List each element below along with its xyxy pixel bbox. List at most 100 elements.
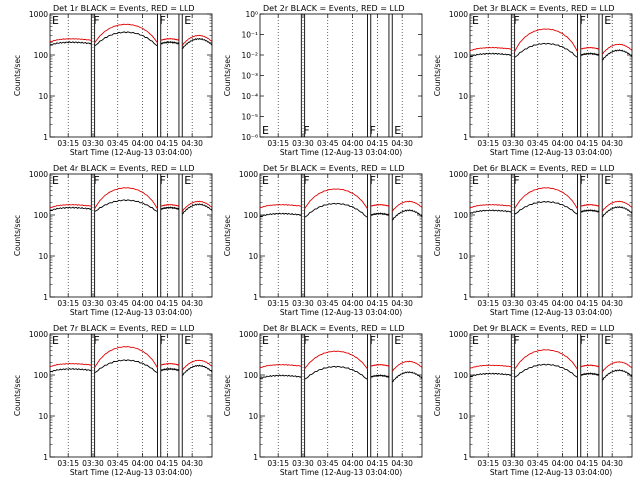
y-tick-label: 1 xyxy=(43,453,48,462)
marker-label-e: E xyxy=(262,124,269,137)
lld-series-line xyxy=(580,46,600,50)
events-series-line xyxy=(392,371,423,383)
x-tick-label: 04:00 xyxy=(132,459,154,468)
y-tick-label: 1 xyxy=(463,453,468,462)
events-series-line xyxy=(94,359,158,374)
y-tick-label: 10⁰ xyxy=(245,10,258,19)
y-tick-label: 1000 xyxy=(449,330,468,339)
marker-label-f: F xyxy=(369,334,375,347)
marker-label-e: E xyxy=(472,14,479,27)
x-tick-label: 04:30 xyxy=(601,139,623,148)
x-tick-label: 03:15 xyxy=(57,299,79,308)
y-tick-label: 100 xyxy=(34,211,49,220)
events-series-line xyxy=(392,209,423,221)
marker-label-e: E xyxy=(604,14,611,27)
y-tick-label: 100 xyxy=(454,371,469,380)
marker-label-f: F xyxy=(579,14,585,27)
marker-label-e: E xyxy=(472,334,479,347)
x-tick-label: 03:45 xyxy=(317,299,339,308)
y-tick-label: 1 xyxy=(43,133,48,142)
x-tick-label: 04:15 xyxy=(367,299,389,308)
marker-label-e: E xyxy=(184,14,191,27)
y-tick-label: 100 xyxy=(454,51,469,60)
x-tick-label: 04:15 xyxy=(577,139,599,148)
y-tick-label: 1000 xyxy=(239,330,258,339)
y-tick-label: 10 xyxy=(38,92,48,101)
events-series-line xyxy=(601,206,633,218)
x-tick-label: 03:15 xyxy=(477,139,499,148)
events-series-line xyxy=(259,374,302,380)
marker-label-e: E xyxy=(184,334,191,347)
panel-title: Det 7r BLACK = Events, RED = LLD xyxy=(53,324,195,333)
marker-label-e: E xyxy=(52,14,59,27)
x-tick-label: 03:45 xyxy=(107,139,129,148)
x-axis-label: Start Time (12-Aug-13 03:04:00) xyxy=(280,468,402,477)
events-series-line xyxy=(469,209,512,214)
x-axis-label: Start Time (12-Aug-13 03:04:00) xyxy=(490,308,612,317)
marker-label-f: F xyxy=(159,174,165,187)
lld-series-line xyxy=(601,200,633,212)
marker-label-f: F xyxy=(303,124,309,137)
marker-label-f: F xyxy=(369,174,375,187)
y-tick-label: 1 xyxy=(463,293,468,302)
events-series-line xyxy=(580,372,600,377)
y-tick-label: 10 xyxy=(458,412,468,421)
y-tick-label: 10⁻⁶ xyxy=(241,133,258,142)
y-tick-label: 10 xyxy=(248,252,258,261)
x-axis-label: Start Time (12-Aug-13 03:04:00) xyxy=(70,148,192,157)
lld-series-line xyxy=(370,203,390,207)
lld-series-line xyxy=(181,34,213,46)
plot-frame xyxy=(259,13,423,138)
lld-series-line xyxy=(94,187,158,210)
x-tick-label: 03:30 xyxy=(502,139,524,148)
marker-label-e: E xyxy=(52,174,59,187)
lld-series-line xyxy=(49,362,92,368)
plot-frame xyxy=(49,333,213,458)
y-axis-label: Counts/sec xyxy=(223,215,232,256)
events-series-line xyxy=(160,40,180,45)
events-series-line xyxy=(580,209,600,213)
x-tick-label: 04:00 xyxy=(552,139,574,148)
events-series-line xyxy=(49,41,92,46)
x-tick-label: 04:30 xyxy=(601,299,623,308)
events-series-line xyxy=(602,369,633,381)
y-tick-label: 10 xyxy=(38,412,48,421)
x-tick-label: 04:30 xyxy=(391,139,413,148)
lld-series-line xyxy=(94,23,158,44)
lld-series-line xyxy=(601,361,633,373)
events-series-line xyxy=(580,52,600,57)
x-tick-label: 03:45 xyxy=(317,459,339,468)
lld-series-line xyxy=(580,203,600,207)
y-tick-label: 10⁻¹ xyxy=(241,31,258,40)
events-series-line xyxy=(94,199,158,212)
marker-label-e: E xyxy=(184,174,191,187)
x-tick-label: 04:00 xyxy=(132,299,154,308)
events-series-line xyxy=(370,212,390,217)
events-series-line xyxy=(181,203,213,215)
lld-series-line xyxy=(259,364,302,369)
y-tick-label: 100 xyxy=(244,211,259,220)
lld-series-line xyxy=(304,350,368,370)
marker-label-e: E xyxy=(262,174,269,187)
lld-series-line xyxy=(94,346,158,368)
x-tick-label: 03:30 xyxy=(292,459,314,468)
y-axis-label: Counts/sec xyxy=(223,375,232,416)
y-tick-label: 100 xyxy=(454,211,469,220)
events-series-line xyxy=(469,52,512,58)
x-tick-label: 03:15 xyxy=(267,139,289,148)
y-axis-label: Counts/sec xyxy=(433,55,442,96)
y-tick-label: 10⁻⁴ xyxy=(241,92,258,101)
events-series-line xyxy=(49,206,92,212)
plot-frame xyxy=(469,333,633,458)
x-tick-label: 04:00 xyxy=(552,299,574,308)
panel-title: Det 8r BLACK = Events, RED = LLD xyxy=(263,324,405,333)
x-tick-label: 03:30 xyxy=(502,299,524,308)
x-tick-label: 04:15 xyxy=(367,459,389,468)
y-tick-label: 1 xyxy=(43,293,48,302)
y-tick-label: 1 xyxy=(463,133,468,142)
